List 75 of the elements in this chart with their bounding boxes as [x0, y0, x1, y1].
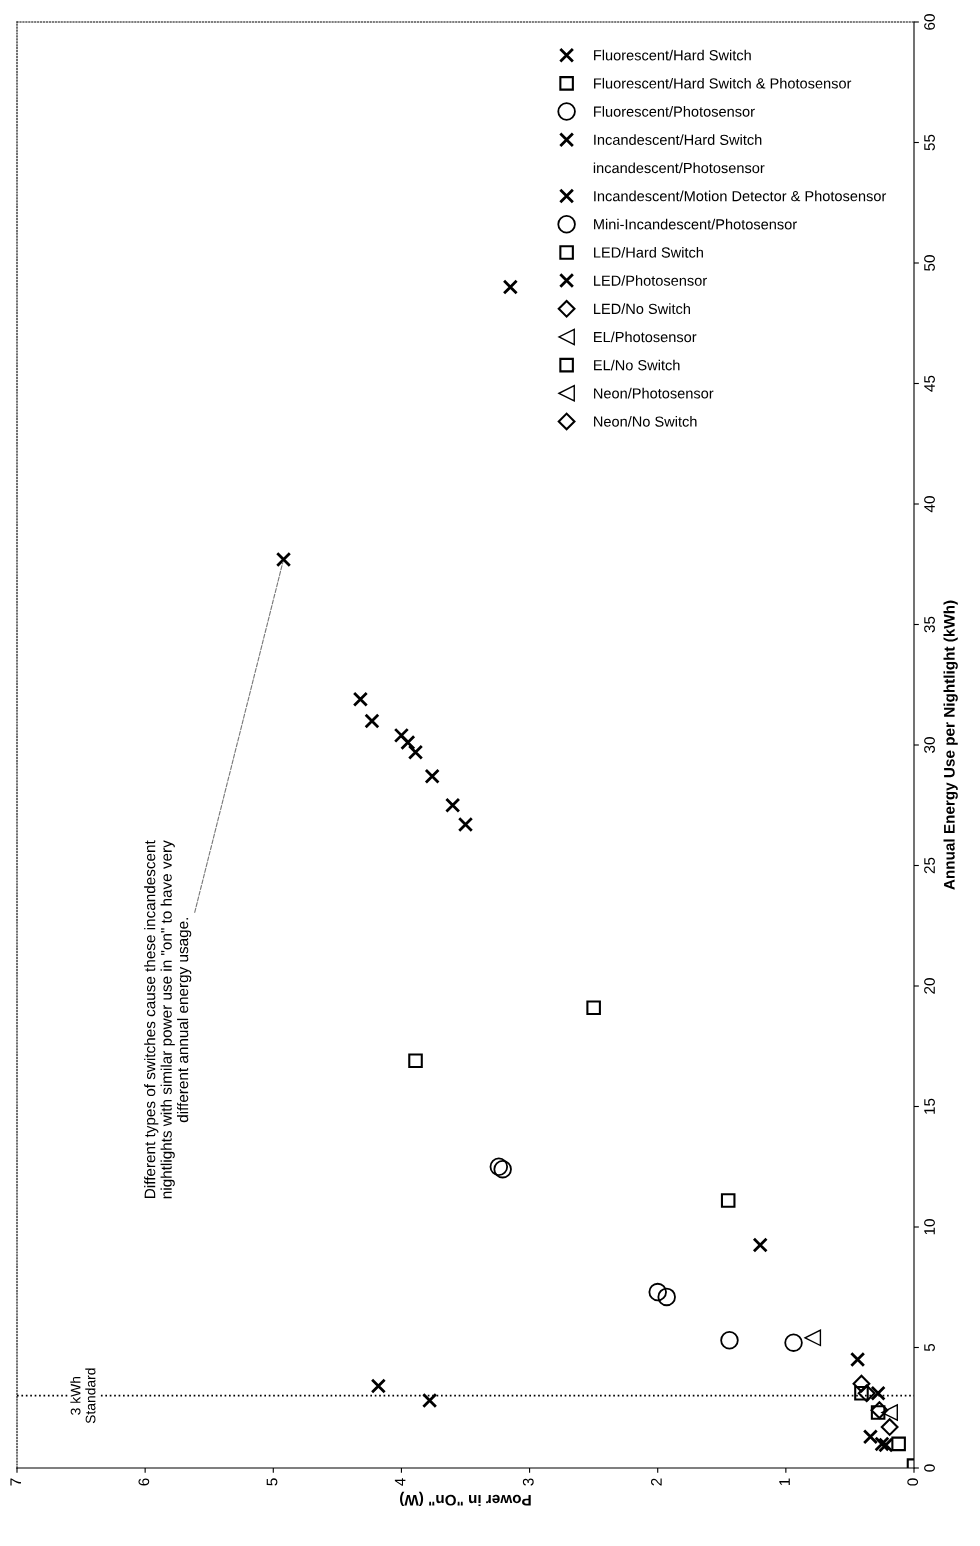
- x-tick-label: 0: [907, 1478, 919, 1486]
- point: [880, 1418, 899, 1436]
- point: [648, 1282, 667, 1302]
- y-tick-label: 45: [924, 375, 935, 392]
- x-tick-label: 5: [266, 1478, 278, 1486]
- point: [857, 1384, 876, 1403]
- y-tick-label: 30: [924, 737, 935, 753]
- point: [852, 1374, 871, 1393]
- legend-label: EL/Photosensor: [594, 331, 697, 343]
- x-tick-label: 6: [138, 1478, 150, 1486]
- ref-line-label: 3 kWh Standard: [70, 1368, 96, 1424]
- x-tick-label: 7: [10, 1478, 21, 1486]
- y-axis-title: Annual Energy Use per Nightlight (kWh): [943, 600, 958, 890]
- point: [421, 1392, 438, 1409]
- point: [400, 734, 416, 751]
- legend-label: LED/No Switch: [594, 303, 690, 315]
- x-tick-label: 2: [651, 1478, 662, 1486]
- x-tick-label: 1: [779, 1478, 790, 1486]
- point: [891, 1436, 906, 1452]
- point: [364, 713, 380, 729]
- point: [502, 279, 518, 295]
- y-tick-label: 5: [924, 1343, 935, 1352]
- legend-label: Fluorescent/Hard Switch: [594, 49, 751, 61]
- point: [407, 744, 424, 760]
- point: [870, 1405, 886, 1420]
- point: [878, 1437, 894, 1453]
- y-tick-label: 35: [924, 616, 935, 633]
- point: [445, 797, 461, 813]
- y-tick-label: 20: [924, 978, 935, 994]
- y-tick-label: 10: [924, 1219, 935, 1235]
- point: [489, 1157, 509, 1176]
- x-tick-label: 4: [394, 1478, 406, 1486]
- point: [493, 1159, 512, 1179]
- legend-label: LED/Hard Switch: [594, 246, 703, 258]
- point: [586, 1000, 601, 1015]
- point: [275, 551, 292, 568]
- y-tick-label: 60: [924, 14, 935, 30]
- x-tick-label: 3: [522, 1478, 534, 1486]
- point: [854, 1386, 869, 1401]
- point: [849, 1351, 866, 1368]
- y-tick-label: 15: [924, 1098, 935, 1114]
- legend-label: LED/Photosensor: [594, 275, 707, 286]
- legend-label: EL/No Switch: [594, 359, 680, 371]
- y-tick-label: 50: [924, 255, 935, 271]
- legend-label: Neon/No Switch: [594, 416, 697, 427]
- point: [393, 727, 410, 743]
- x-axis-title: Power in "On" (W): [400, 1491, 531, 1507]
- y-tick-label: 55: [924, 134, 935, 151]
- point: [870, 1385, 886, 1401]
- point: [720, 1193, 736, 1208]
- y-tick-label: 25: [924, 857, 935, 874]
- point: [752, 1237, 768, 1253]
- annotation: Different types of switches cause these incandescent nightlights with similar power use in "on" to have very different annual energy usage.: [144, 840, 192, 1199]
- point: [862, 1429, 879, 1445]
- legend-label: Fluorescent/Photosensor: [594, 106, 755, 117]
- point: [657, 1287, 676, 1307]
- point: [870, 1401, 889, 1420]
- point: [804, 1329, 822, 1347]
- y-tick-label: 40: [924, 496, 935, 513]
- point: [352, 691, 369, 707]
- legend-label: Incandescent/Hard Switch: [594, 134, 762, 145]
- legend-label: Fluorescent/Hard Switch & Photosensor: [594, 77, 852, 89]
- point: [408, 1053, 423, 1068]
- point: [874, 1436, 890, 1452]
- point: [881, 1404, 898, 1421]
- point: [720, 1331, 739, 1350]
- point: [784, 1333, 803, 1352]
- legend-label: Mini-Incandescent/Photosensor: [594, 218, 797, 230]
- point: [424, 768, 440, 784]
- legend-label: Neon/Photosensor: [594, 387, 714, 399]
- legend-label: Incandescent/Motion Detector & Photosensor: [594, 190, 887, 202]
- legend-label: incandescent/Photosensor: [593, 162, 765, 174]
- point: [370, 1378, 386, 1394]
- y-tick-label: 0: [924, 1464, 935, 1472]
- point: [457, 816, 474, 833]
